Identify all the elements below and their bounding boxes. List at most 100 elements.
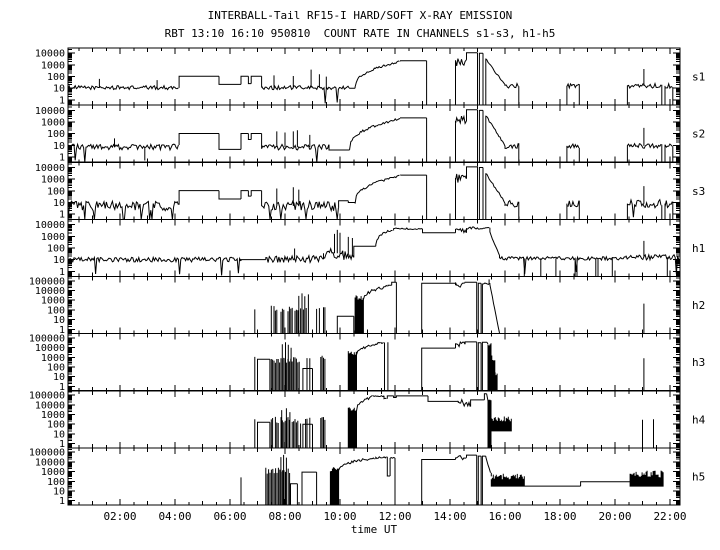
y-tick-label: 10000 bbox=[35, 286, 65, 297]
trace-s3 bbox=[67, 166, 674, 220]
y-tick-label: 1 bbox=[59, 439, 65, 450]
channel-label-s3: s3 bbox=[692, 185, 705, 198]
trace-s1 bbox=[67, 52, 674, 106]
trace-h3 bbox=[254, 340, 645, 391]
y-tick-label: 1000 bbox=[41, 353, 65, 364]
trace-h1 bbox=[67, 226, 680, 277]
panel-border bbox=[67, 447, 681, 506]
x-tick-label: 14:00 bbox=[433, 510, 466, 523]
y-tick-label: 10000 bbox=[35, 343, 65, 354]
axis-ticks bbox=[68, 447, 680, 505]
y-tick-label: 1000 bbox=[41, 60, 65, 71]
y-tick-label: 1 bbox=[59, 496, 65, 507]
y-tick-label: 1000 bbox=[41, 118, 65, 129]
channel-label-s1: s1 bbox=[692, 71, 705, 84]
trace-h4 bbox=[254, 393, 654, 448]
x-tick-label: 16:00 bbox=[488, 510, 521, 523]
channel-label-h5: h5 bbox=[692, 470, 705, 483]
panel-border bbox=[67, 161, 681, 220]
trace-h5 bbox=[240, 454, 664, 505]
y-tick-label: 10000 bbox=[35, 49, 65, 60]
y-tick-label: 100000 bbox=[29, 448, 65, 459]
y-tick-label: 10000 bbox=[35, 163, 65, 174]
x-tick-label: 06:00 bbox=[213, 510, 246, 523]
channel-label-h2: h2 bbox=[692, 299, 705, 312]
x-tick-label: 18:00 bbox=[543, 510, 576, 523]
y-tick-label: 1 bbox=[59, 382, 65, 393]
y-tick-label: 1000 bbox=[41, 467, 65, 478]
chart-title: INTERBALL-Tail RF15-I HARD/SOFT X-RAY EM… bbox=[207, 9, 513, 22]
y-tick-label: 10 bbox=[53, 84, 65, 95]
axis-ticks bbox=[68, 219, 680, 277]
x-tick-label: 20:00 bbox=[598, 510, 631, 523]
x-tick-label: 22:00 bbox=[653, 510, 686, 523]
y-tick-label: 1000 bbox=[41, 232, 65, 243]
axis-ticks bbox=[68, 276, 680, 334]
axis-ticks bbox=[68, 390, 680, 448]
panel-border bbox=[67, 104, 681, 163]
y-tick-label: 10 bbox=[53, 141, 65, 152]
x-tick-label: 04:00 bbox=[158, 510, 191, 523]
y-tick-label: 10000 bbox=[35, 220, 65, 231]
x-tick-label: 02:00 bbox=[103, 510, 136, 523]
y-tick-label: 10 bbox=[53, 429, 65, 440]
y-tick-label: 1000 bbox=[41, 410, 65, 421]
y-tick-label: 100 bbox=[47, 129, 65, 140]
panel-border bbox=[67, 276, 681, 335]
x-tick-label: 12:00 bbox=[378, 510, 411, 523]
panel-border bbox=[67, 390, 681, 449]
chart-subtitle: RBT 13:10 16:10 950810 COUNT RATE IN CHA… bbox=[164, 27, 556, 40]
y-tick-label: 1 bbox=[59, 325, 65, 336]
y-tick-label: 100 bbox=[47, 420, 65, 431]
channel-label-h4: h4 bbox=[692, 413, 706, 426]
axis-ticks bbox=[68, 48, 680, 106]
y-tick-label: 10 bbox=[53, 372, 65, 383]
y-tick-label: 10000 bbox=[35, 457, 65, 468]
panel-border bbox=[67, 218, 681, 277]
y-tick-label: 1 bbox=[59, 153, 65, 164]
y-tick-label: 100 bbox=[47, 477, 65, 488]
y-tick-label: 1 bbox=[59, 210, 65, 221]
y-tick-label: 100000 bbox=[29, 276, 65, 287]
channel-label-h1: h1 bbox=[692, 242, 705, 255]
y-tick-label: 1000 bbox=[41, 296, 65, 307]
trace-h2 bbox=[254, 279, 645, 334]
panel-border bbox=[67, 333, 681, 392]
y-tick-label: 100000 bbox=[29, 334, 65, 345]
y-tick-label: 100 bbox=[47, 243, 65, 254]
panel-border bbox=[67, 47, 681, 106]
y-tick-label: 1 bbox=[59, 267, 65, 278]
y-tick-label: 10 bbox=[53, 198, 65, 209]
trace-s2 bbox=[67, 109, 674, 163]
axis-ticks bbox=[68, 105, 680, 163]
y-tick-label: 100 bbox=[47, 186, 65, 197]
y-tick-label: 100000 bbox=[29, 391, 65, 402]
axis-ticks bbox=[68, 333, 680, 391]
x-axis-label: time UT bbox=[350, 523, 398, 536]
channel-label-h3: h3 bbox=[692, 356, 705, 369]
y-tick-label: 1000 bbox=[41, 175, 65, 186]
axis-ticks bbox=[68, 162, 680, 220]
y-tick-label: 10 bbox=[53, 315, 65, 326]
x-tick-label: 10:00 bbox=[323, 510, 356, 523]
y-tick-label: 10000 bbox=[35, 106, 65, 117]
y-tick-label: 100 bbox=[47, 72, 65, 83]
y-tick-label: 10 bbox=[53, 255, 65, 266]
x-tick-label: 08:00 bbox=[268, 510, 301, 523]
channel-label-s2: s2 bbox=[692, 128, 705, 141]
y-tick-label: 100 bbox=[47, 363, 65, 374]
y-tick-label: 10000 bbox=[35, 400, 65, 411]
y-tick-label: 100 bbox=[47, 305, 65, 316]
y-tick-label: 10 bbox=[53, 487, 65, 498]
y-tick-label: 1 bbox=[59, 95, 65, 106]
